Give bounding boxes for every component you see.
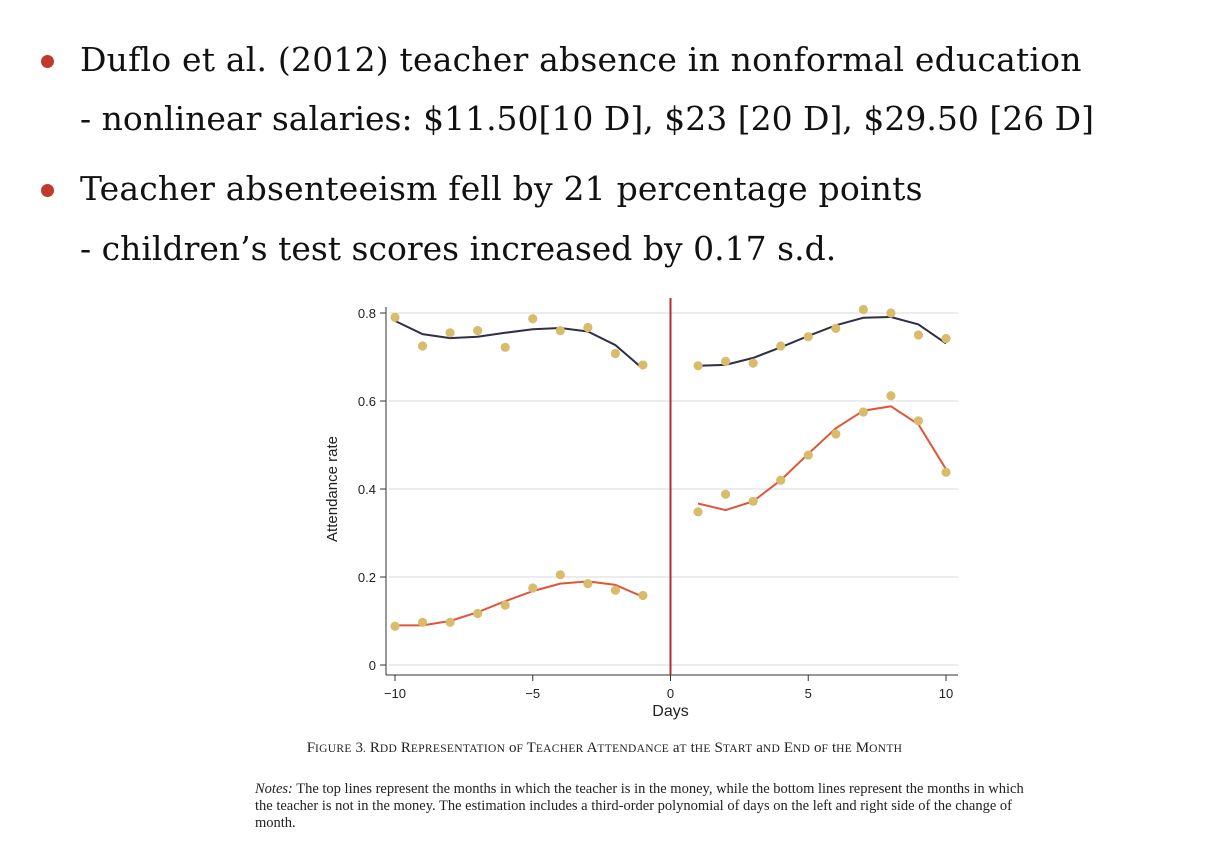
top-data-point (417, 341, 428, 351)
top-data-point (638, 360, 648, 370)
bottom-data-point (693, 507, 703, 517)
figure-caption-title: RDD REPRESENTATION oF TEACHER ATTENDANCE… (369, 740, 903, 756)
top-data-point (500, 342, 510, 352)
axis-labels: 0 0.2 0.4 0.6 0.8 −10 −5 0 5 10 Days Attendance rat… (324, 306, 953, 720)
bottom-data-point (831, 429, 841, 439)
x-axis-title: Days (652, 703, 688, 720)
attendance-chart: 0 0.2 0.4 0.6 0.8 −10 −5 0 5 10 Days Attendance rat… (324, 298, 958, 720)
bullet-1-subtext: - nonlinear salaries: $11.50[10 D], $23 … (80, 99, 1095, 138)
y-tick-label: 0.6 (358, 394, 376, 409)
y-tick-label: 0.2 (358, 570, 376, 585)
x-tick-label: −10 (384, 686, 406, 701)
bottom-fit-right-line (697, 405, 947, 512)
figure-caption: FIGURE 3. RDD REPRESENTATION oF TEACHER … (0, 740, 1209, 757)
bottom-data-point (886, 391, 896, 401)
bottom-data-point (721, 489, 731, 499)
figure-notes: Notes: The top lines represent the month… (255, 781, 1045, 832)
data-points (390, 304, 951, 631)
top-data-point (748, 358, 758, 368)
bottom-data-point (555, 570, 565, 580)
x-tick-label: −5 (525, 686, 540, 701)
fit-lines (394, 315, 947, 627)
bottom-data-point (500, 600, 510, 610)
top-data-point (831, 323, 841, 333)
top-fit-right-line (697, 315, 947, 367)
bottom-data-point (913, 416, 924, 426)
bottom-data-point (528, 583, 538, 593)
top-data-point (473, 326, 483, 336)
y-tick-label: 0.8 (358, 306, 376, 321)
bottom-data-point (473, 608, 483, 619)
bottom-data-point (776, 475, 786, 485)
bottom-data-point (941, 467, 951, 477)
axes (380, 307, 958, 681)
bottom-data-point (803, 450, 813, 460)
top-data-point (528, 314, 538, 324)
y-tick-label: 0.4 (358, 482, 376, 497)
top-data-point (555, 326, 565, 336)
top-fit-left-line (394, 319, 644, 370)
x-tick-label: 5 (805, 686, 812, 701)
bottom-data-point (858, 407, 868, 417)
top-data-point (693, 361, 703, 371)
top-data-point (886, 308, 896, 318)
figure-caption-number: FIGURE 3. (306, 740, 367, 756)
notes-label: Notes: (255, 781, 293, 797)
bottom-data-point (417, 617, 428, 627)
y-tick-label: 0 (369, 658, 376, 673)
top-data-point (941, 333, 951, 344)
bullet-2-subtext: - children’s test scores increased by 0.… (80, 229, 837, 268)
bottom-fit-left-line (395, 580, 644, 627)
bullet-dot-1 (41, 55, 54, 68)
y-axis-title: Attendance rate (324, 436, 341, 542)
bullet-2-text: Teacher absenteeism fell by 21 percentag… (80, 169, 923, 208)
top-data-point (776, 341, 786, 351)
top-data-point (858, 304, 868, 315)
bottom-data-point (445, 617, 455, 627)
bottom-data-point (583, 579, 593, 589)
x-tick-label: 0 (667, 686, 674, 701)
top-data-point (583, 322, 593, 333)
top-data-point (913, 330, 924, 340)
bullet-1-text: Duflo et al. (2012) teacher absence in n… (80, 40, 1082, 79)
notes-text: The top lines represent the months in wh… (255, 781, 1024, 831)
top-data-point (803, 332, 813, 342)
top-data-point (390, 312, 400, 322)
bullet-dot-2 (41, 184, 54, 197)
top-data-point (445, 328, 455, 338)
top-data-point (721, 356, 731, 366)
bottom-data-point (390, 621, 400, 631)
top-data-point (610, 348, 621, 359)
x-tick-label: 10 (939, 686, 953, 701)
bottom-data-point (748, 496, 758, 506)
bottom-data-point (638, 590, 648, 601)
bottom-data-point (610, 585, 621, 595)
